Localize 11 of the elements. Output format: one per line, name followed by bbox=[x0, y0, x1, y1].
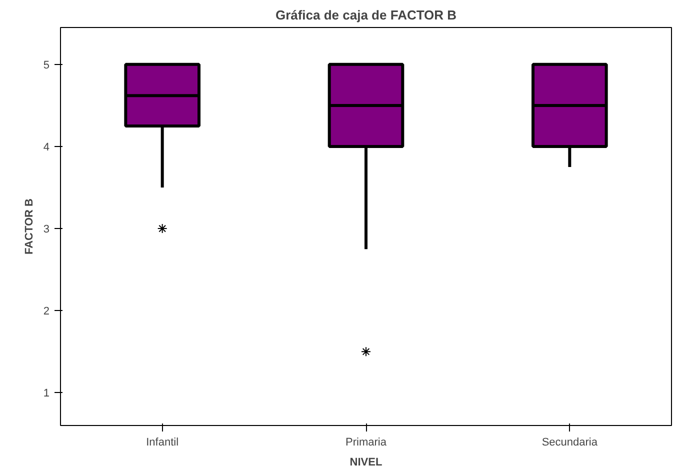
x-axis-title: NIVEL bbox=[350, 456, 382, 468]
y-tick-label: 1 bbox=[43, 388, 50, 400]
y-tick-label: 5 bbox=[43, 59, 50, 72]
y-tick-label: 4 bbox=[43, 141, 50, 154]
y-tick-label: 3 bbox=[43, 224, 50, 236]
x-tick-label: Secundaria bbox=[542, 436, 598, 448]
x-tick-label: Primaria bbox=[346, 436, 388, 448]
y-tick-label: 2 bbox=[43, 306, 50, 318]
x-tick-label: Infantil bbox=[146, 436, 179, 448]
y-axis-title: FACTOR B bbox=[23, 198, 36, 255]
chart-title: Gráfica de caja de FACTOR B bbox=[275, 8, 457, 22]
